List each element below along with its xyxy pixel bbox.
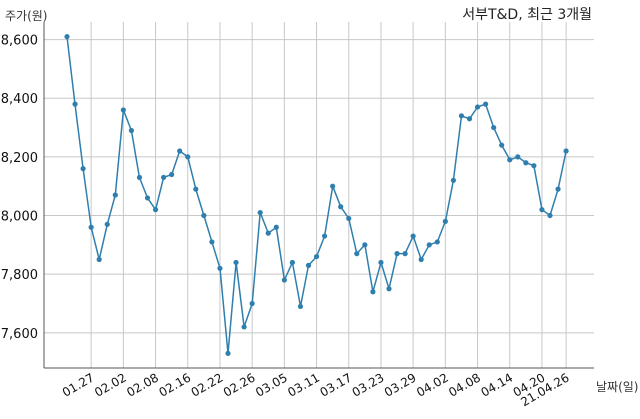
data-point — [88, 224, 94, 230]
data-point — [499, 142, 505, 148]
data-point — [322, 233, 328, 239]
data-point — [185, 154, 191, 160]
axes — [43, 22, 594, 369]
data-point — [563, 148, 569, 154]
data-point — [458, 113, 465, 119]
data-point — [354, 251, 360, 257]
data-point — [507, 157, 513, 163]
data-point — [491, 124, 497, 131]
data-point — [474, 104, 481, 110]
y-tick-label: 7,600 — [1, 327, 38, 342]
data-point — [265, 230, 271, 236]
y-tick-label: 8,200 — [1, 151, 38, 166]
y-tick-label: 8,400 — [1, 92, 38, 107]
data-point — [161, 174, 167, 181]
data-point — [523, 160, 529, 166]
price-series — [64, 34, 569, 356]
data-point — [136, 174, 143, 181]
x-tick-label: 04.02 — [414, 370, 451, 399]
x-tick-label: 02.26 — [221, 370, 258, 399]
data-point — [386, 286, 392, 292]
data-point — [378, 259, 384, 266]
x-tick-label: 03.29 — [382, 370, 419, 399]
data-point — [112, 192, 118, 198]
data-point — [169, 171, 175, 178]
data-point — [177, 148, 183, 154]
x-tick-label: 02.08 — [124, 370, 161, 399]
x-tick-label: 02.02 — [92, 370, 129, 399]
data-point — [547, 212, 553, 219]
data-point — [313, 253, 320, 260]
x-axis-unit-label: 날짜(일) — [596, 380, 638, 394]
data-point — [233, 259, 239, 266]
data-point — [305, 262, 312, 268]
data-point — [217, 265, 223, 271]
y-tick-label: 8,600 — [1, 34, 38, 49]
data-point — [72, 101, 78, 107]
x-tick-label: 03.17 — [317, 370, 354, 399]
x-tick-label: 02.22 — [189, 370, 226, 399]
x-tick-label: 01.27 — [60, 370, 97, 399]
data-point — [80, 166, 86, 172]
data-point — [370, 289, 376, 295]
data-point — [120, 107, 126, 113]
data-point — [273, 224, 279, 230]
data-point — [362, 242, 368, 248]
data-point — [297, 303, 304, 310]
data-point — [241, 324, 247, 330]
data-point — [225, 350, 231, 356]
data-point — [152, 207, 159, 213]
y-axis-unit-label: 주가(원) — [5, 9, 47, 23]
data-point — [281, 277, 287, 283]
data-point — [450, 177, 456, 183]
x-tick-label: 04.08 — [446, 370, 483, 399]
data-point — [201, 212, 207, 219]
data-point — [338, 204, 344, 210]
data-point — [394, 251, 400, 257]
chart-title: 서부T&D, 최근 3개월 — [462, 7, 592, 23]
data-point — [402, 251, 408, 257]
data-point — [442, 218, 448, 224]
data-point — [257, 209, 263, 216]
data-point — [144, 195, 151, 201]
data-point — [418, 256, 424, 263]
data-point — [193, 186, 199, 192]
data-point — [346, 215, 352, 222]
grid-lines — [44, 22, 594, 368]
x-tick-label: 03.23 — [350, 370, 387, 399]
x-tick-labels: 01.2702.0202.0802.1602.2202.2603.0503.11… — [60, 370, 572, 409]
data-point — [128, 127, 134, 134]
data-point — [515, 154, 521, 160]
data-point — [483, 101, 489, 107]
data-point — [410, 233, 416, 239]
x-tick-label: 02.16 — [156, 370, 193, 399]
data-point — [104, 221, 110, 227]
data-point — [426, 242, 432, 248]
data-point — [64, 34, 70, 40]
data-point — [555, 186, 561, 192]
y-tick-labels: 7,600 7,800 8,000 8,200 8,400 8,600 — [1, 34, 38, 342]
y-tick-label: 8,000 — [1, 210, 38, 225]
x-tick-label: 03.11 — [285, 370, 322, 399]
y-tick-label: 7,800 — [1, 268, 38, 283]
data-point — [289, 259, 295, 266]
data-point — [539, 207, 545, 213]
data-point — [209, 239, 215, 245]
data-point — [531, 163, 537, 169]
x-tick-label: 04.14 — [478, 370, 515, 399]
data-point — [96, 256, 102, 263]
data-point — [330, 183, 336, 189]
x-tick-label: 03.05 — [253, 370, 290, 399]
data-point — [249, 300, 255, 307]
data-point — [466, 116, 473, 122]
data-point — [434, 239, 440, 245]
